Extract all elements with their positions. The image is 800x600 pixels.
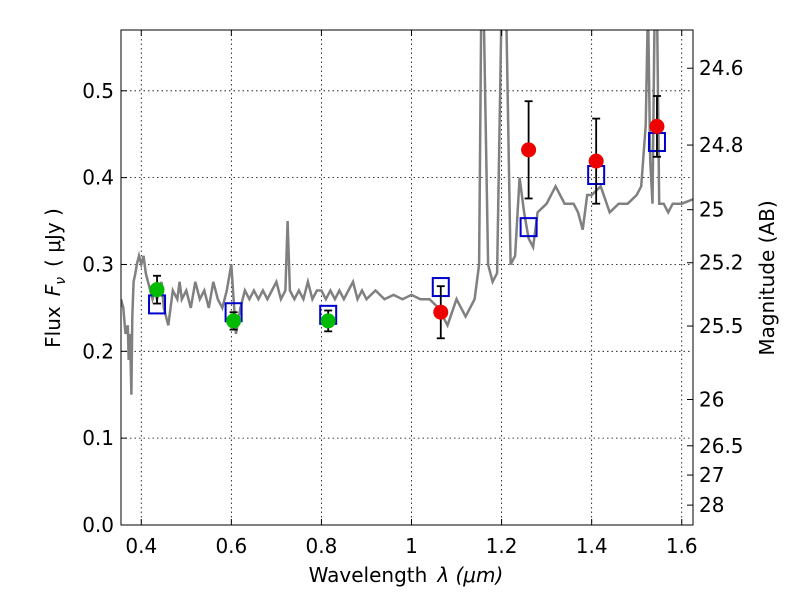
green-flux-point (226, 313, 242, 329)
y-axis-units: ( μJy ) (41, 208, 65, 267)
y-tick-label: 0.2 (82, 339, 114, 363)
x-tick-label: 1 (405, 534, 418, 558)
axis-ticks: 0.4 0.6 0.8 1 1.2 1.4 1.6 0.0 0.1 0.2 0.3 0.4 0.5 24.… (82, 30, 744, 558)
y-axis-symbol-sub: ν (53, 277, 69, 285)
y-tick-label: 0.3 (82, 252, 114, 276)
model-square-marker (519, 217, 538, 238)
x-tick-label: 1.2 (486, 534, 518, 558)
y2-tick-label: 24.8 (699, 133, 744, 157)
red-flux-point (588, 153, 604, 169)
y2-tick-label: 28 (699, 493, 724, 517)
y-tick-label: 0.5 (82, 79, 114, 103)
plot-area (121, 30, 693, 395)
x-tick-label: 0.6 (215, 534, 247, 558)
y2-tick-label: 26.5 (699, 434, 744, 458)
green-flux-point (149, 282, 165, 298)
y-tick-label: 0.1 (82, 426, 114, 450)
y2-tick-label: 25 (699, 198, 724, 222)
y2-tick-label: 24.6 (699, 56, 744, 80)
red-flux-point (649, 118, 665, 134)
x-axis-label: Wavelength λ (μm) (309, 563, 504, 587)
x-tick-label: 1.6 (666, 534, 698, 558)
x-tick-label: 1.4 (576, 534, 608, 558)
y2-tick-label: 27 (699, 463, 724, 487)
y-tick-label: 0.4 (82, 166, 114, 190)
model-spectrum-line (121, 30, 693, 395)
y-axis-title: Flux (41, 306, 65, 348)
y-axis-label: Flux Fν ( μJy ) (41, 208, 69, 348)
x-tick-label: 0.8 (306, 534, 338, 558)
plot-frame (120, 29, 694, 526)
y2-tick-label: 25.5 (699, 314, 744, 338)
green-flux-point (320, 313, 336, 329)
x-tick-label: 0.4 (125, 534, 157, 558)
y2-axis-label: Magnitude (AB) (755, 200, 779, 355)
x-axis-title: Wavelength (309, 563, 428, 587)
y2-tick-label: 25.2 (699, 251, 744, 275)
grid (121, 30, 693, 526)
y-tick-label: 0.0 (82, 513, 114, 537)
data-marks (148, 95, 666, 340)
x-axis-symbol: λ (μm) (436, 563, 503, 587)
y-axis-symbol: F (41, 284, 65, 296)
red-flux-point (521, 142, 537, 158)
y2-tick-label: 26 (699, 388, 724, 412)
red-flux-point (433, 304, 449, 320)
